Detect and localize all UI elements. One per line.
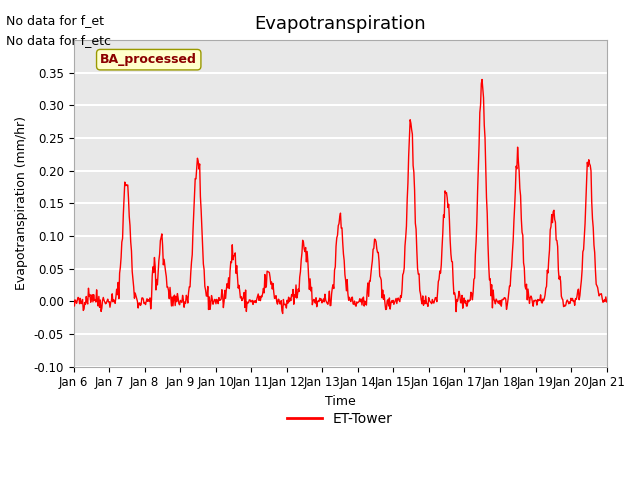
Y-axis label: Evapotranspiration (mm/hr): Evapotranspiration (mm/hr) [15, 116, 28, 290]
X-axis label: Time: Time [324, 395, 355, 408]
Title: Evapotranspiration: Evapotranspiration [254, 15, 426, 33]
Text: No data for f_et: No data for f_et [6, 14, 104, 27]
Legend: ET-Tower: ET-Tower [282, 407, 399, 432]
Text: No data for f_etc: No data for f_etc [6, 34, 111, 47]
Text: BA_processed: BA_processed [100, 53, 197, 66]
